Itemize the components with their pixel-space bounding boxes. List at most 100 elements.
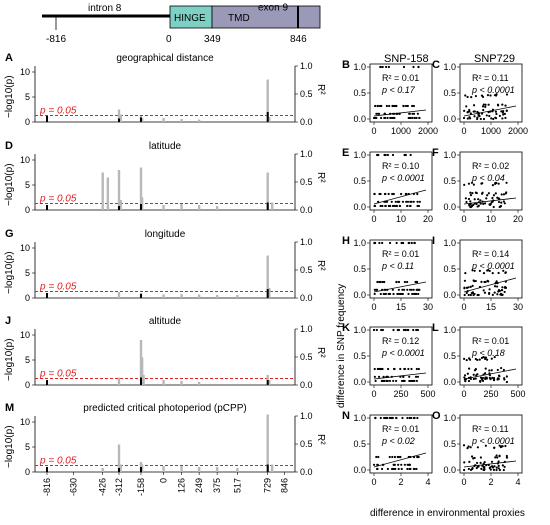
y-tick-label: 0.0 xyxy=(443,290,456,300)
pvalue-bar xyxy=(266,289,269,298)
y-axis-label: −log10(p) xyxy=(4,163,15,206)
data-point xyxy=(488,374,491,377)
data-point xyxy=(417,288,421,291)
data-point xyxy=(472,279,475,282)
data-point xyxy=(483,465,486,469)
data-point xyxy=(416,112,420,115)
y-tick-label: 5 xyxy=(25,268,30,278)
data-point xyxy=(409,288,412,291)
data-point xyxy=(488,369,491,372)
r2-bar xyxy=(140,464,144,472)
pvalue-bar xyxy=(118,118,120,122)
data-point xyxy=(497,464,500,467)
significance-label: p = 0.05 xyxy=(39,282,77,293)
y-tick-label: 1.0 xyxy=(353,238,366,248)
r2-bar xyxy=(197,205,201,210)
data-point xyxy=(466,447,469,450)
panel-letter: B xyxy=(342,59,350,71)
data-point xyxy=(383,116,386,120)
r2-bar xyxy=(266,79,269,122)
x-tick-label: 0 xyxy=(371,477,376,487)
data-point xyxy=(416,200,419,203)
data-point xyxy=(494,192,497,195)
data-point xyxy=(416,328,420,332)
data-point xyxy=(481,95,485,99)
data-point xyxy=(406,416,409,420)
y-tick-label: 10 xyxy=(20,243,30,253)
x-tick-label: 0 xyxy=(159,478,169,483)
data-point xyxy=(495,112,498,116)
panel-title: latitude xyxy=(149,141,182,152)
data-point xyxy=(463,279,467,282)
data-point xyxy=(383,153,386,157)
y-tick-label: 0.5 xyxy=(443,88,456,98)
data-point xyxy=(413,241,416,245)
data-point xyxy=(481,379,485,382)
data-point xyxy=(497,200,501,204)
data-point xyxy=(496,456,499,459)
x-tick-label: 0 xyxy=(461,126,466,136)
data-point xyxy=(469,285,472,288)
data-point xyxy=(383,379,386,383)
data-point xyxy=(476,373,479,376)
data-point xyxy=(403,463,406,466)
data-point xyxy=(496,285,499,288)
r2-bar xyxy=(140,197,144,210)
data-point xyxy=(495,466,498,469)
y-tick-label: 0.5 xyxy=(353,351,366,361)
data-point xyxy=(372,116,376,120)
data-point xyxy=(408,241,411,245)
data-point xyxy=(502,193,506,196)
data-point xyxy=(405,200,408,203)
data-point xyxy=(483,468,486,471)
data-point xyxy=(498,289,501,292)
data-point xyxy=(470,455,474,458)
data-point xyxy=(503,286,507,289)
data-point xyxy=(498,455,501,458)
y-tick-label: 10 xyxy=(20,330,30,340)
y-tick-label: 0.0 xyxy=(443,114,456,124)
data-point xyxy=(476,116,479,119)
header-snp-158: SNP-158 xyxy=(384,53,429,65)
r2-tick-label: 0.0 xyxy=(300,117,313,127)
data-point xyxy=(483,460,486,464)
data-point xyxy=(472,457,475,460)
r2-bar xyxy=(215,467,219,472)
data-point xyxy=(479,461,482,464)
r2-bar xyxy=(117,170,121,210)
regression-line xyxy=(463,105,517,117)
data-point xyxy=(380,379,383,383)
data-point xyxy=(385,65,388,69)
data-point xyxy=(492,117,495,121)
data-point xyxy=(463,287,466,290)
data-point xyxy=(384,416,388,420)
data-point xyxy=(465,358,468,362)
panel-letter: I xyxy=(432,235,435,247)
data-point xyxy=(417,65,420,69)
data-point xyxy=(488,269,491,273)
panel-letter: C xyxy=(432,59,440,71)
data-point xyxy=(397,455,400,459)
data-point xyxy=(372,463,376,466)
panel-letter: E xyxy=(342,147,349,159)
x-tick-label: 0 xyxy=(371,126,376,136)
data-point xyxy=(484,444,487,447)
significance-label: p = 0.05 xyxy=(39,194,77,205)
p-annotation: p < 0.0001 xyxy=(471,261,515,271)
x-tick-label: 15 xyxy=(396,302,406,312)
pvalue-bar xyxy=(266,112,269,122)
data-point xyxy=(410,288,413,291)
data-point xyxy=(377,455,380,459)
panel-letter: D xyxy=(5,140,13,152)
data-point xyxy=(372,328,376,332)
data-point xyxy=(415,367,418,371)
data-point xyxy=(462,116,466,120)
data-point xyxy=(494,110,498,113)
data-point xyxy=(408,112,411,115)
data-point xyxy=(398,200,401,203)
r2-tick-label: 0.0 xyxy=(300,293,313,303)
data-point xyxy=(466,117,469,120)
data-point xyxy=(500,110,503,113)
